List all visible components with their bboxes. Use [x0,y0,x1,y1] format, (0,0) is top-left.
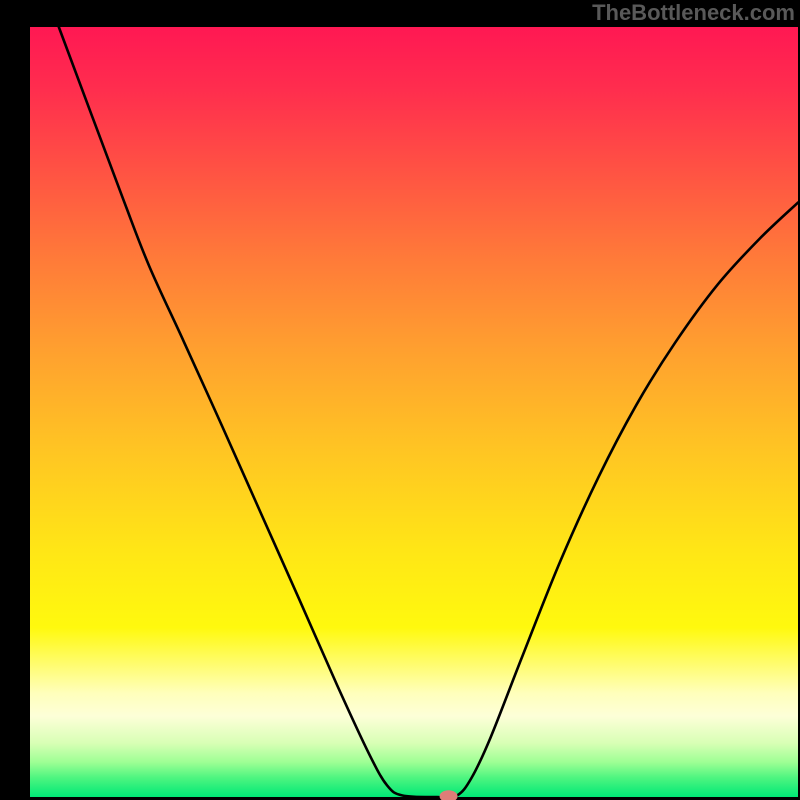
bottleneck-chart [0,0,800,800]
plot-gradient-background [30,27,798,797]
chart-container: TheBottleneck.com [0,0,800,800]
